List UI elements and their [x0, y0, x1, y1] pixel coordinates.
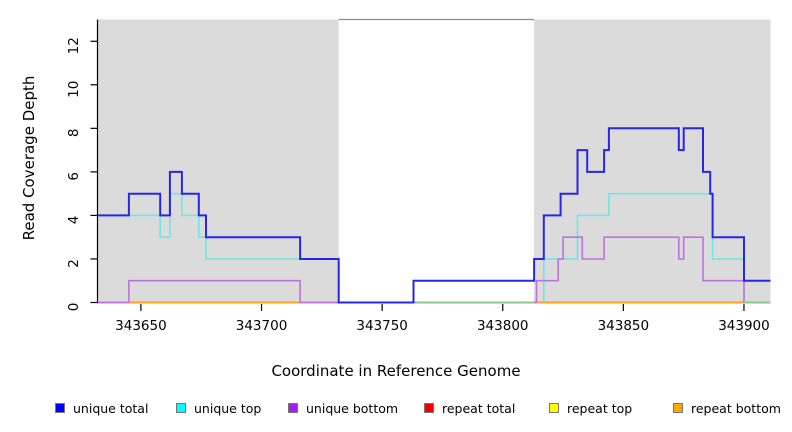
x-tick-label: 343650: [115, 318, 167, 334]
legend-swatch-unique-total: [55, 403, 65, 413]
y-tick-label: 0: [66, 303, 82, 312]
legend-swatch-repeat-bottom: [673, 403, 683, 413]
legend-label: unique total: [73, 400, 149, 416]
y-tick-label: 6: [66, 172, 82, 181]
y-tick-label: 12: [66, 37, 82, 54]
x-tick-label: 343800: [477, 318, 529, 334]
legend-label: repeat bottom: [691, 400, 781, 416]
legend-swatch-repeat-top: [549, 403, 559, 413]
x-axis-title: Coordinate in Reference Genome: [271, 362, 521, 380]
legend-label: unique bottom: [306, 400, 399, 416]
series-unique-bottom-line: [97, 236, 771, 304]
legend-swatch-unique-bottom: [288, 403, 298, 413]
legend-item-unique-bottom: unique bottom: [288, 398, 398, 418]
legend-label: repeat total: [442, 400, 516, 416]
x-tick-label: 343750: [356, 318, 408, 334]
legend-swatch-repeat-total: [424, 403, 434, 413]
legend-item-repeat-bottom: repeat bottom: [673, 398, 781, 418]
y-tick-label: 4: [66, 216, 82, 225]
y-tick-label: 8: [66, 129, 82, 138]
legend-label: unique top: [194, 400, 262, 416]
shaded-region-1: [534, 19, 771, 303]
legend-label: repeat top: [567, 400, 633, 416]
x-tick-label: 343850: [598, 318, 650, 334]
shaded-region-0: [97, 19, 339, 303]
legend-swatch-unique-top: [176, 403, 186, 413]
y-tick-label: 10: [66, 81, 82, 98]
y-tick-label: 2: [66, 259, 82, 268]
x-tick-label: 343700: [236, 318, 288, 334]
x-tick-label: 343900: [718, 318, 770, 334]
y-axis-title: Read Coverage Depth: [20, 75, 38, 241]
legend-item-unique-total: unique total: [55, 398, 148, 418]
legend-item-unique-top: unique top: [176, 398, 261, 418]
legend-item-repeat-total: repeat total: [424, 398, 515, 418]
legend: unique total unique top unique bottom repea…: [0, 398, 792, 422]
series-unique-total-line: [97, 127, 771, 304]
legend-item-repeat-top: repeat top: [549, 398, 632, 418]
